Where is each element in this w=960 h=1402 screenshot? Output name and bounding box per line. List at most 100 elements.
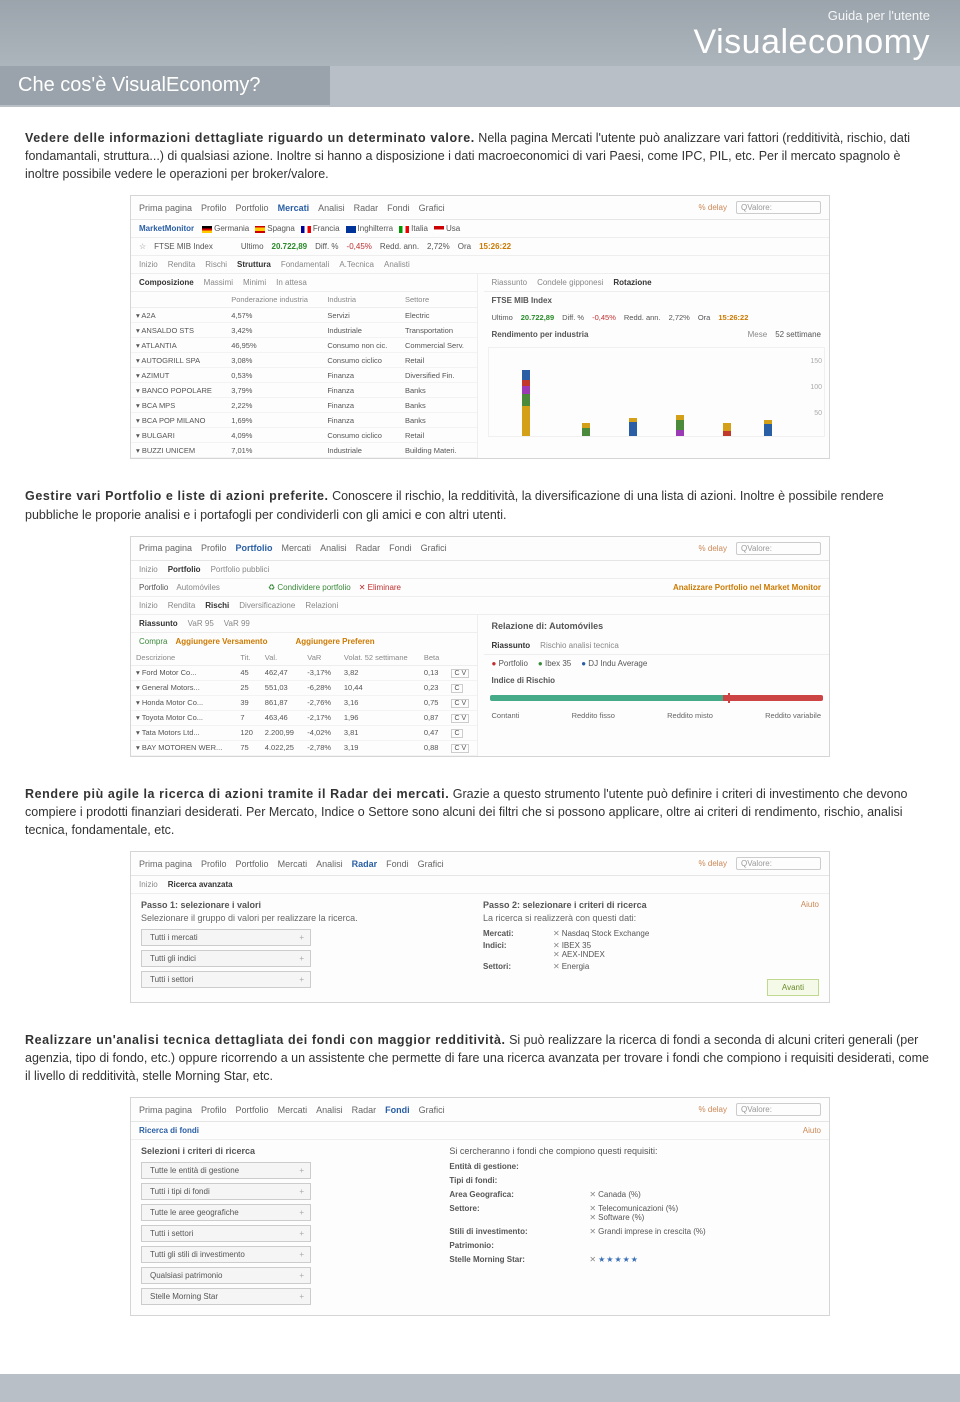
- tab-massimi[interactable]: Massimi: [204, 278, 233, 287]
- table-row[interactable]: ▾ ATLANTIA46,95%Consumo non cic.Commerci…: [131, 338, 477, 353]
- table-row[interactable]: ▾ Tata Motors Ltd...1202.200,99-4,02%3,8…: [131, 725, 477, 740]
- tab-rendita[interactable]: Rendita: [168, 260, 196, 269]
- nav-tab-radar[interactable]: Radar: [356, 543, 381, 553]
- search-input[interactable]: QValore:: [736, 201, 821, 214]
- table-row[interactable]: ▾ Toyota Motor Co...7463,46-2,17%1,960,8…: [131, 710, 477, 725]
- buy-link[interactable]: Compra: [139, 637, 167, 646]
- remove-criterion[interactable]: ✕Canada (%): [589, 1190, 640, 1199]
- tab-relazioni[interactable]: Relazioni: [305, 601, 338, 610]
- filter-button[interactable]: Tutte le aree geografiche: [141, 1204, 311, 1221]
- nav-tab-profilo[interactable]: Profilo: [201, 203, 227, 213]
- nav-tab-mercati[interactable]: Mercati: [278, 203, 310, 213]
- remove-criterion[interactable]: ✕Software (%): [589, 1213, 678, 1222]
- tab-inizio[interactable]: Inizio: [139, 601, 158, 610]
- tab-rotazione[interactable]: Rotazione: [613, 278, 651, 287]
- tab-rischio-analisi-tecnica[interactable]: Rischio analisi tecnica: [540, 641, 619, 650]
- remove-criterion[interactable]: ✕IBEX 35: [553, 941, 605, 950]
- tab-composizione[interactable]: Composizione: [139, 278, 194, 287]
- tab-analisti[interactable]: Analisti: [384, 260, 410, 269]
- nav-tab-mercati[interactable]: Mercati: [278, 859, 308, 869]
- nav-tab-profilo[interactable]: Profilo: [201, 1105, 227, 1115]
- nav-tab-fondi[interactable]: Fondi: [385, 1105, 410, 1115]
- search-input[interactable]: QValore:: [736, 857, 821, 870]
- nav-tab-grafici[interactable]: Grafici: [418, 859, 444, 869]
- search-input[interactable]: QValore:: [736, 542, 821, 555]
- remove-criterion[interactable]: ✕Nasdaq Stock Exchange: [553, 929, 649, 938]
- nav-tab-prima-pagina[interactable]: Prima pagina: [139, 1105, 192, 1115]
- tab-portfolio[interactable]: Portfolio: [168, 565, 201, 574]
- nav-tab-portfolio[interactable]: Portfolio: [236, 203, 269, 213]
- filter-button[interactable]: Stelle Morning Star: [141, 1288, 311, 1305]
- nav-tab-portfolio[interactable]: Portfolio: [236, 859, 269, 869]
- nav-tab-prima-pagina[interactable]: Prima pagina: [139, 203, 192, 213]
- nav-tab-grafici[interactable]: Grafici: [419, 203, 445, 213]
- table-row[interactable]: ▾ ANSALDO STS3,42%IndustrialeTransportat…: [131, 323, 477, 338]
- tab-portfolio-pubblici[interactable]: Portfolio pubblici: [211, 565, 270, 574]
- table-row[interactable]: ▾ Ford Motor Co...45462,47-3,17%3,820,13…: [131, 665, 477, 680]
- tab-rendita[interactable]: Rendita: [168, 601, 196, 610]
- table-row[interactable]: ▾ BAY MOTOREN WER...754.022,25-2,78%3,19…: [131, 740, 477, 755]
- tab-a-tecnica[interactable]: A.Tecnica: [339, 260, 374, 269]
- nav-tab-portfolio[interactable]: Portfolio: [236, 543, 273, 553]
- tab-inizio[interactable]: Inizio: [139, 260, 158, 269]
- nav-tab-prima-pagina[interactable]: Prima pagina: [139, 859, 192, 869]
- country-usa[interactable]: Usa: [434, 224, 460, 233]
- tab-in-attesa[interactable]: In attesa: [276, 278, 307, 287]
- tab-inizio[interactable]: Inizio: [139, 880, 158, 889]
- nav-tab-fondi[interactable]: Fondi: [389, 543, 412, 553]
- table-row[interactable]: ▾ A2A4,57%ServiziElectric: [131, 308, 477, 323]
- tab-riassunto[interactable]: Riassunto: [492, 278, 528, 287]
- filter-button[interactable]: Tutti i settori: [141, 1225, 311, 1242]
- nav-tab-analisi[interactable]: Analisi: [316, 1105, 343, 1115]
- tab-fondamentali[interactable]: Fondamentali: [281, 260, 329, 269]
- tab-ricerca-avanzata[interactable]: Ricerca avanzata: [168, 880, 233, 889]
- help-link[interactable]: Aiuto: [803, 1126, 821, 1135]
- country-francia[interactable]: Francia: [301, 224, 340, 233]
- nav-tab-analisi[interactable]: Analisi: [318, 203, 345, 213]
- remove-criterion[interactable]: ✕AEX-INDEX: [553, 950, 605, 959]
- nav-tab-mercati[interactable]: Mercati: [282, 543, 312, 553]
- nav-tab-prima-pagina[interactable]: Prima pagina: [139, 543, 192, 553]
- nav-tab-portfolio[interactable]: Portfolio: [236, 1105, 269, 1115]
- tab-rischi[interactable]: Rischi: [205, 601, 229, 610]
- remove-criterion[interactable]: ✕★★★★★: [589, 1255, 639, 1264]
- nav-tab-radar[interactable]: Radar: [354, 203, 379, 213]
- nav-tab-analisi[interactable]: Analisi: [316, 859, 343, 869]
- tab-diversificazione[interactable]: Diversificazione: [239, 601, 295, 610]
- table-row[interactable]: ▾ AZIMUT0,53%FinanzaDiversified Fin.: [131, 368, 477, 383]
- tab-rischi[interactable]: Rischi: [205, 260, 227, 269]
- country-italia[interactable]: Italia: [399, 224, 428, 233]
- table-row[interactable]: ▾ BULGARI4,09%Consumo ciclicoRetail: [131, 428, 477, 443]
- delete-portfolio-link[interactable]: ✕ Eliminare: [359, 583, 401, 592]
- table-row[interactable]: ▾ Honda Motor Co...39861,87-2,76%3,160,7…: [131, 695, 477, 710]
- nav-tab-fondi[interactable]: Fondi: [386, 859, 409, 869]
- table-row[interactable]: ▾ BUZZI UNICEM7,01%IndustrialeBuilding M…: [131, 443, 477, 458]
- share-portfolio-link[interactable]: ♻ Condividere portfolio: [268, 583, 351, 592]
- tab-inizio[interactable]: Inizio: [139, 565, 158, 574]
- tab-riassunto[interactable]: Riassunto: [492, 641, 531, 650]
- analyze-link[interactable]: Analizzare Portfolio nel Market Monitor: [673, 583, 821, 592]
- nav-tab-profilo[interactable]: Profilo: [201, 543, 227, 553]
- search-input[interactable]: QValore:: [736, 1103, 821, 1116]
- nav-tab-profilo[interactable]: Profilo: [201, 859, 227, 869]
- tab-struttura[interactable]: Struttura: [237, 260, 271, 269]
- nav-tab-fondi[interactable]: Fondi: [387, 203, 410, 213]
- country-inghilterra[interactable]: Inghilterra: [346, 224, 394, 233]
- table-row[interactable]: ▾ BCA MPS2,22%FinanzaBanks: [131, 398, 477, 413]
- filter-button[interactable]: Tutti gli stili di investimento: [141, 1246, 311, 1263]
- filter-button[interactable]: Qualsiasi patrimonio: [141, 1267, 311, 1284]
- table-row[interactable]: ▾ BANCO POPOLARE3,79%FinanzaBanks: [131, 383, 477, 398]
- tab-riassunto[interactable]: Riassunto: [139, 619, 178, 628]
- nav-tab-analisi[interactable]: Analisi: [320, 543, 347, 553]
- nav-tab-radar[interactable]: Radar: [352, 859, 378, 869]
- table-row[interactable]: ▾ BCA POP MILANO1,69%FinanzaBanks: [131, 413, 477, 428]
- remove-criterion[interactable]: ✕Energia: [553, 962, 589, 971]
- help-link[interactable]: Aiuto: [801, 900, 819, 910]
- tab-minimi[interactable]: Minimi: [243, 278, 266, 287]
- tab-var-99[interactable]: VaR 99: [224, 619, 250, 628]
- filter-button[interactable]: Tutti i settori: [141, 971, 311, 988]
- filter-button[interactable]: Tutti i mercati: [141, 929, 311, 946]
- filter-button[interactable]: Tutti gli indici: [141, 950, 311, 967]
- remove-criterion[interactable]: ✕Telecomunicazioni (%): [589, 1204, 678, 1213]
- nav-tab-radar[interactable]: Radar: [352, 1105, 377, 1115]
